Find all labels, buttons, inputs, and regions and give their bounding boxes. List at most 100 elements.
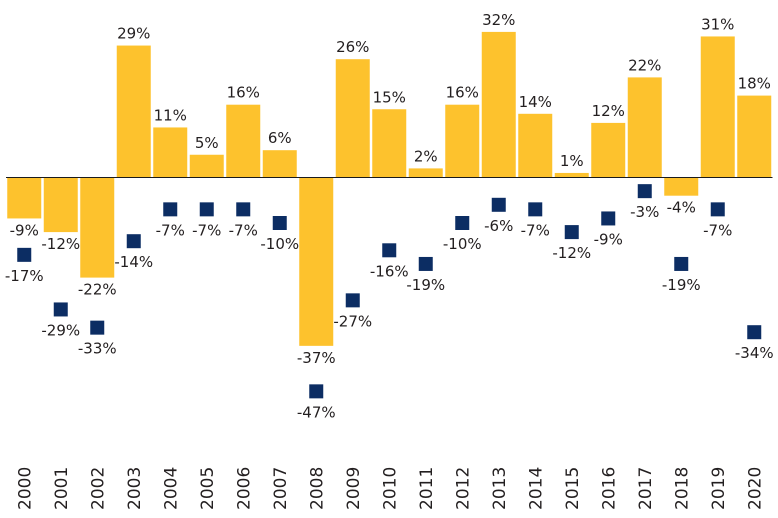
marker-2004	[163, 202, 178, 217]
bar-2001	[43, 177, 78, 233]
x-tick-2008: 2008	[307, 467, 327, 510]
x-tick-2013: 2013	[490, 467, 510, 510]
marker-label-2007: -10%	[260, 235, 299, 253]
bar-label-2010: 15%	[373, 88, 406, 106]
bar-2002	[80, 177, 115, 278]
bar-2000	[7, 177, 42, 219]
bar-label-2014: 14%	[519, 93, 552, 111]
marker-label-2004: -7%	[156, 221, 185, 239]
x-tick-2009: 2009	[344, 467, 364, 510]
bar-label-2001: -12%	[41, 235, 80, 253]
x-tick-2005: 2005	[198, 467, 218, 510]
bar-label-2004: 11%	[154, 106, 187, 124]
bar-label-2009: 26%	[336, 38, 369, 56]
x-tick-2014: 2014	[526, 467, 546, 510]
bar-2005	[189, 154, 224, 178]
bar-2003	[116, 45, 151, 178]
bar-label-2018: -4%	[667, 199, 696, 217]
marker-label-2018: -19%	[662, 276, 701, 294]
bar-2004	[153, 127, 188, 178]
bar-2018	[664, 177, 699, 196]
bar-label-2015: 1%	[560, 152, 584, 170]
x-tick-2000: 2000	[15, 467, 35, 510]
bar-2008	[299, 177, 334, 346]
bar-label-2013: 32%	[482, 11, 515, 29]
bar-label-2017: 22%	[628, 56, 661, 74]
bar-2017	[627, 77, 662, 178]
bar-label-2002: -22%	[78, 281, 117, 299]
marker-2013	[491, 197, 506, 212]
bar-data-labels: -9%-12%-22%29%11%5%16%6%-37%26%15%2%16%3…	[10, 11, 771, 367]
marker-2016	[601, 211, 616, 226]
marker-label-2020: -34%	[735, 344, 774, 362]
marker-label-2000: -17%	[5, 267, 44, 285]
x-tick-2012: 2012	[453, 467, 473, 510]
marker-label-2019: -7%	[703, 221, 732, 239]
marker-2002	[90, 320, 105, 335]
x-tick-2010: 2010	[380, 467, 400, 510]
marker-label-2011: -19%	[406, 276, 445, 294]
bar-label-2005: 5%	[195, 134, 219, 152]
marker-2014	[528, 202, 543, 217]
x-tick-2020: 2020	[745, 467, 765, 510]
x-tick-2019: 2019	[709, 467, 729, 510]
x-tick-2017: 2017	[636, 467, 656, 510]
bar-2011	[408, 168, 443, 178]
marker-label-2017: -3%	[630, 203, 659, 221]
marker-label-2016: -9%	[594, 230, 623, 248]
bar-2015	[554, 172, 589, 178]
x-tick-2007: 2007	[271, 467, 291, 510]
marker-2018	[674, 256, 689, 271]
marker-2015	[564, 225, 579, 240]
bar-label-2016: 12%	[592, 102, 625, 120]
bar-label-2003: 29%	[117, 25, 150, 43]
bar-label-2008: -37%	[297, 349, 336, 367]
marker-series	[17, 184, 762, 399]
bar-label-2019: 31%	[701, 15, 734, 33]
marker-2003	[126, 234, 141, 249]
marker-2019	[710, 202, 725, 217]
marker-2007	[272, 216, 287, 230]
x-axis-tick-labels: 2000 2001 2002 2003 2004 2005 2006 2007 2008 2009…	[15, 467, 765, 510]
marker-2010	[382, 243, 397, 258]
bar-label-2000: -9%	[10, 221, 39, 239]
x-tick-2006: 2006	[234, 467, 254, 510]
bar-2020	[737, 95, 772, 178]
bar-series	[7, 31, 772, 346]
bar-label-2007: 6%	[268, 129, 292, 147]
marker-label-2003: -14%	[114, 253, 153, 271]
x-tick-2011: 2011	[417, 467, 437, 510]
marker-2001	[53, 302, 68, 317]
marker-label-2013: -6%	[484, 217, 513, 235]
marker-label-2008: -47%	[297, 403, 336, 421]
marker-data-labels: -17%-29%-33%-14%-7% -7% -7%-10%-47%-27%-16…	[5, 203, 774, 421]
x-tick-2004: 2004	[161, 467, 181, 510]
marker-2000	[17, 247, 32, 262]
bar-2010	[372, 109, 407, 178]
marker-label-2005: -7%	[192, 221, 221, 239]
x-tick-2015: 2015	[563, 467, 583, 510]
bar-label-2020: 18%	[738, 75, 771, 93]
bar-label-2012: 16%	[446, 84, 479, 102]
marker-2012	[455, 216, 470, 230]
marker-2009	[345, 293, 360, 308]
bar-2019	[700, 36, 735, 178]
marker-label-2006: -7%	[229, 221, 258, 239]
x-tick-2002: 2002	[88, 467, 108, 510]
marker-label-2002: -33%	[78, 340, 117, 358]
bar-label-2006: 16%	[227, 84, 260, 102]
bar-2009	[335, 59, 370, 178]
bar-2007	[262, 150, 297, 178]
bar-2012	[445, 104, 480, 178]
marker-label-2001: -29%	[41, 321, 80, 339]
marker-2017	[637, 184, 652, 199]
marker-2008	[309, 384, 324, 399]
marker-2011	[418, 256, 433, 271]
marker-label-2012: -10%	[443, 235, 482, 253]
bar-label-2011: 2%	[414, 147, 438, 165]
bar-2014	[518, 113, 553, 178]
marker-label-2009: -27%	[333, 312, 372, 330]
x-tick-2003: 2003	[125, 467, 145, 510]
marker-2005	[199, 202, 214, 217]
